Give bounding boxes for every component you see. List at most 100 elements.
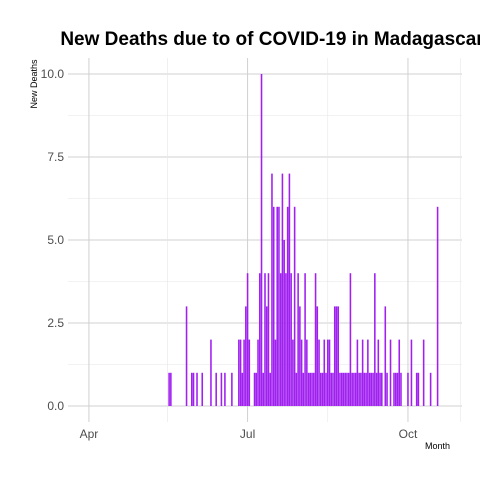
bar — [367, 339, 369, 406]
bar — [168, 372, 170, 406]
bar — [377, 339, 380, 406]
bar — [262, 372, 265, 406]
bar — [344, 372, 346, 406]
bar — [265, 306, 268, 406]
y-tick-label: 7.5 — [47, 150, 64, 164]
bar — [267, 273, 270, 406]
bar — [257, 339, 259, 406]
bar — [358, 372, 360, 406]
bar — [393, 372, 395, 406]
bar — [304, 273, 306, 406]
bar — [326, 339, 329, 406]
bar — [347, 372, 350, 406]
bar — [311, 372, 313, 406]
bar — [295, 372, 298, 406]
bar — [374, 273, 376, 406]
bar — [245, 306, 247, 406]
bar — [286, 206, 289, 406]
x-tick-label: Jul — [240, 427, 255, 441]
bar — [407, 372, 409, 406]
bar — [368, 372, 371, 406]
chart-title: New Deaths due to of COVID-19 in Madagas… — [60, 29, 480, 50]
bar — [283, 240, 285, 406]
bar — [346, 372, 348, 406]
bar — [335, 306, 338, 406]
bar — [210, 339, 212, 406]
bar — [281, 173, 284, 406]
bar — [396, 372, 399, 406]
bar — [288, 173, 291, 406]
bar — [231, 372, 233, 406]
bar-series — [168, 74, 439, 406]
bar — [253, 372, 256, 406]
bar — [190, 372, 193, 406]
bar — [185, 306, 188, 406]
bar — [372, 372, 374, 406]
y-tick-label: 2.5 — [47, 316, 64, 330]
bar — [297, 273, 299, 406]
bar — [246, 273, 249, 406]
bar — [375, 372, 378, 406]
bar — [328, 339, 331, 406]
y-axis-ticks: 0.0 2.5 5.0 7.5 10.0 — [41, 67, 65, 413]
bar — [306, 339, 308, 406]
bar — [361, 339, 364, 406]
bar — [330, 372, 333, 406]
bar — [272, 206, 275, 406]
bar — [278, 206, 280, 406]
bar — [285, 273, 287, 406]
bar — [258, 273, 261, 406]
bar — [215, 372, 217, 406]
bar — [422, 339, 425, 406]
bar — [192, 372, 195, 406]
bar — [302, 372, 305, 406]
bar — [264, 273, 266, 406]
bar — [323, 339, 326, 406]
bar — [274, 339, 277, 406]
x-axis-label: Month — [425, 441, 450, 451]
bar — [339, 372, 341, 406]
bar — [429, 372, 432, 406]
bar — [248, 339, 251, 406]
y-axis-label: New Deaths — [29, 59, 39, 109]
x-tick-label: Oct — [399, 427, 418, 441]
bar — [309, 372, 312, 406]
bar — [292, 339, 294, 406]
x-tick-label: Apr — [80, 427, 99, 441]
bar — [384, 306, 387, 406]
bar — [353, 372, 355, 406]
bar — [316, 306, 319, 406]
bar — [332, 372, 334, 406]
bar — [356, 339, 359, 406]
bar — [354, 372, 357, 406]
bar — [279, 273, 282, 406]
bar — [394, 372, 397, 406]
bar — [318, 339, 320, 406]
bar — [307, 372, 310, 406]
bar — [389, 339, 392, 406]
bar — [363, 372, 366, 406]
bar — [398, 339, 401, 406]
bar — [333, 306, 336, 406]
bar — [170, 372, 172, 406]
bar — [313, 372, 315, 406]
bar — [238, 339, 240, 406]
bar — [290, 273, 292, 406]
y-tick-label: 5.0 — [47, 233, 64, 247]
bar — [255, 372, 258, 406]
bar — [220, 372, 223, 406]
bar — [241, 372, 244, 406]
bar — [381, 372, 383, 406]
y-tick-label: 0.0 — [47, 399, 64, 413]
bar — [400, 372, 402, 406]
y-tick-label: 10.0 — [41, 67, 65, 81]
bar — [260, 74, 263, 406]
bar — [436, 206, 439, 406]
bar — [360, 372, 362, 406]
bar — [351, 372, 353, 406]
bar — [224, 372, 226, 406]
bar — [314, 273, 317, 406]
bar — [410, 339, 413, 406]
bar — [196, 372, 198, 406]
